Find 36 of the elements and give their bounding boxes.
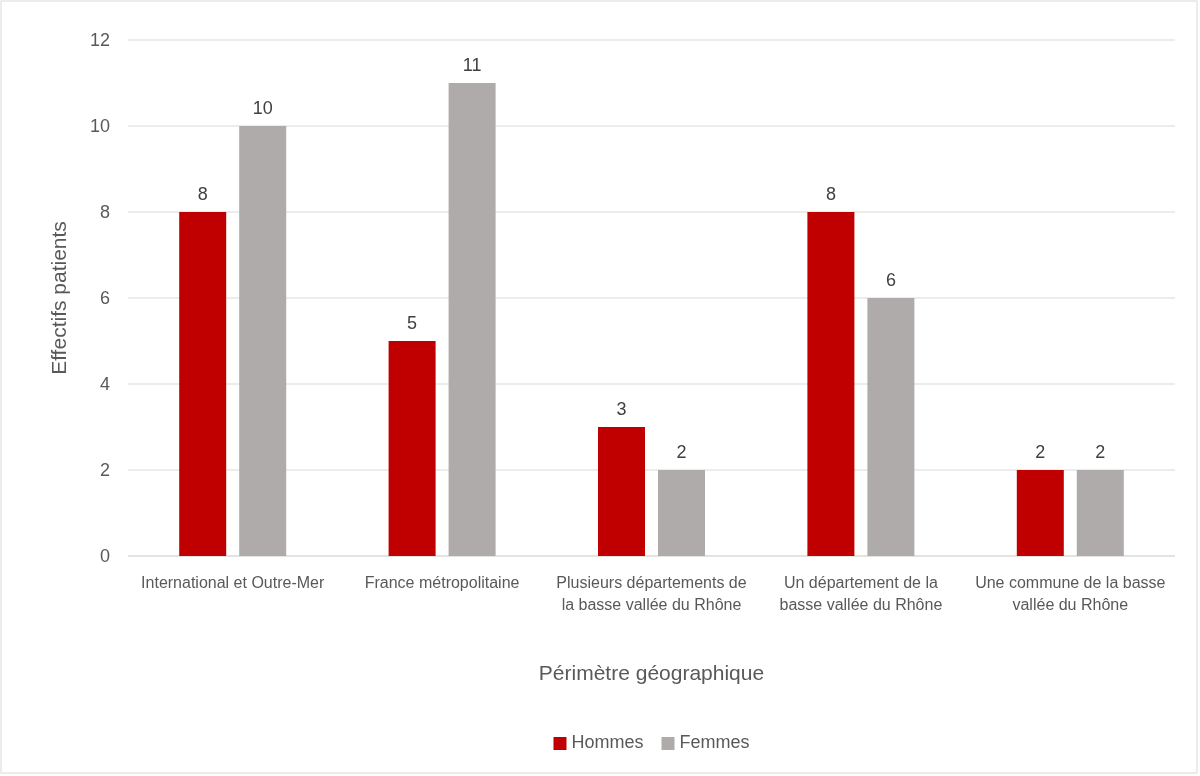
data-label: 2 — [1095, 442, 1106, 462]
bar — [179, 212, 227, 556]
data-label: 2 — [1035, 442, 1046, 462]
data-label: 5 — [407, 313, 418, 333]
x-tick-label: Une commune de la basse vallée du Rhône — [975, 574, 1166, 613]
x-tick-label: France métropolitaine — [364, 574, 520, 591]
y-tick-label: 12 — [89, 30, 110, 51]
legend-label: Hommes — [571, 732, 644, 752]
data-label: 3 — [616, 399, 627, 419]
y-axis-title: Effectifs patients — [47, 221, 70, 375]
y-tick-label: 0 — [99, 546, 110, 567]
bar — [1076, 470, 1124, 556]
x-tick-label: Un département de la basse vallée du Rhône — [779, 574, 943, 613]
bar — [867, 298, 915, 556]
y-tick-label: 8 — [99, 202, 110, 223]
data-label: 11 — [462, 55, 482, 75]
y-tick-label: 10 — [89, 116, 110, 137]
legend-label: Femmes — [679, 732, 750, 752]
data-label: 8 — [197, 184, 208, 204]
bar — [448, 83, 496, 556]
bar — [807, 212, 855, 556]
bar — [658, 470, 705, 556]
data-label: 10 — [252, 98, 273, 118]
x-tick-label: Plusieurs départements de la basse vallée du Rhône — [556, 574, 747, 613]
bar — [239, 126, 287, 556]
data-label: 8 — [825, 184, 836, 204]
y-tick-label: 6 — [99, 288, 110, 309]
bar — [598, 427, 645, 556]
bar — [1016, 470, 1064, 556]
data-label: 2 — [676, 442, 687, 462]
x-tick-label: International et Outre-Mer — [141, 574, 325, 591]
y-tick-label: 2 — [99, 460, 110, 481]
data-label: 6 — [885, 270, 896, 290]
y-tick-label: 4 — [99, 374, 110, 395]
bar — [388, 341, 436, 556]
x-axis-title: Périmètre géographique — [538, 661, 765, 684]
